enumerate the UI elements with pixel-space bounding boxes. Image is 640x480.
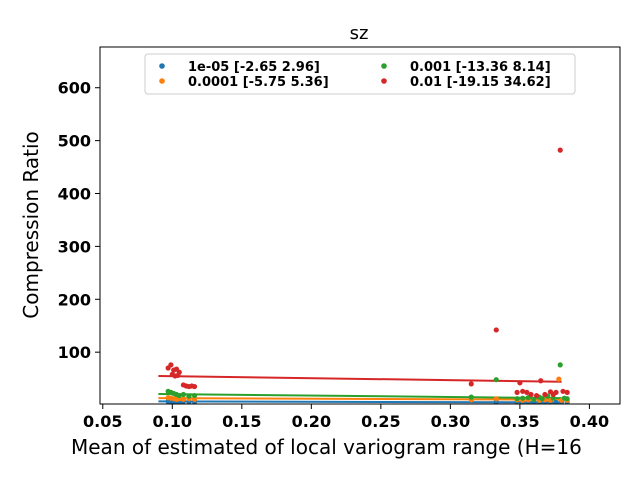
data-point-series-1 xyxy=(191,396,198,402)
data-point-series-2 xyxy=(550,395,556,401)
y-tick-label: 500 xyxy=(58,132,91,151)
y-tick-label: 300 xyxy=(58,237,91,256)
data-point-series-1 xyxy=(493,396,499,402)
y-tick-label: 600 xyxy=(58,79,91,98)
fit-line-series-0 xyxy=(158,400,562,404)
legend-marker xyxy=(159,63,165,69)
y-tick-label: 100 xyxy=(58,343,91,362)
data-point-series-2 xyxy=(191,392,198,399)
data-point-series-2 xyxy=(557,362,563,368)
y-axis-label: Compression Ratio xyxy=(19,131,43,318)
legend-marker xyxy=(159,78,165,84)
legend-label: 0.01 [-19.15 34.62] xyxy=(410,75,551,90)
data-point-series-0 xyxy=(553,399,559,404)
data-point-series-3 xyxy=(176,369,182,375)
data-points xyxy=(165,147,570,404)
data-point-series-3 xyxy=(191,383,198,390)
data-point-series-3 xyxy=(564,389,570,395)
data-point-series-2 xyxy=(468,394,474,400)
x-tick-label: 0.15 xyxy=(222,412,261,431)
data-point-series-3 xyxy=(557,147,563,153)
data-point-series-3 xyxy=(514,389,520,395)
plot-frame xyxy=(99,46,621,405)
y-tick-label: 200 xyxy=(58,290,91,309)
x-tick-label: 0.40 xyxy=(570,412,609,431)
legend-label: 0.0001 [-5.75 5.36] xyxy=(188,75,329,90)
data-point-series-2 xyxy=(539,396,545,402)
data-point-series-1 xyxy=(556,376,562,382)
data-point-series-2 xyxy=(176,392,182,399)
legend-marker xyxy=(381,63,387,69)
data-point-series-2 xyxy=(520,395,526,401)
legend-marker xyxy=(381,78,387,84)
x-axis-label: Mean of estimated of local variogram ran… xyxy=(71,435,582,459)
x-axis: 0.05 0.10 0.15 0.20 0.25 0.30 0.35 0.40 xyxy=(83,404,609,431)
data-point-series-3 xyxy=(468,381,474,387)
data-point-series-2 xyxy=(514,396,520,402)
legend: 1e-05 [-2.65 2.96]0.0001 [-5.75 5.36] 0.0… xyxy=(144,53,576,95)
legend-box xyxy=(144,53,576,95)
x-tick-label: 0.05 xyxy=(83,412,122,431)
data-point-series-3 xyxy=(528,391,534,398)
y-tick-label: 400 xyxy=(58,185,91,204)
x-tick-label: 0.35 xyxy=(500,412,539,431)
fit-lines xyxy=(158,374,562,404)
data-point-series-3 xyxy=(168,362,174,368)
data-point-series-3 xyxy=(517,380,523,386)
data-point-series-2 xyxy=(531,396,537,402)
data-point-series-3 xyxy=(538,378,544,384)
data-point-series-3 xyxy=(533,392,540,399)
data-point-series-2 xyxy=(564,396,570,402)
data-point-series-2 xyxy=(493,377,499,383)
chart-title: sz xyxy=(350,23,369,44)
legend-label: 1e-05 [-2.65 2.96] xyxy=(188,60,320,75)
x-tick-label: 0.30 xyxy=(431,412,470,431)
data-point-series-2 xyxy=(186,393,192,399)
x-tick-label: 0.10 xyxy=(153,412,192,431)
data-point-series-3 xyxy=(524,389,530,395)
x-tick-label: 0.25 xyxy=(361,412,400,431)
x-tick-label: 0.20 xyxy=(292,412,331,431)
plot-area xyxy=(158,147,570,404)
data-point-series-2 xyxy=(180,391,187,398)
data-point-series-1 xyxy=(180,396,187,402)
data-point-series-3 xyxy=(493,327,499,333)
data-point-series-3 xyxy=(520,388,526,394)
data-point-series-3 xyxy=(553,389,559,395)
y-axis: 100 200 300 400 500 600 xyxy=(58,79,100,362)
data-point-series-3 xyxy=(542,391,548,398)
legend-label: 0.001 [-13.36 8.14] xyxy=(410,60,551,75)
fit-line-series-3 xyxy=(158,374,562,383)
data-point-series-3 xyxy=(560,388,566,394)
